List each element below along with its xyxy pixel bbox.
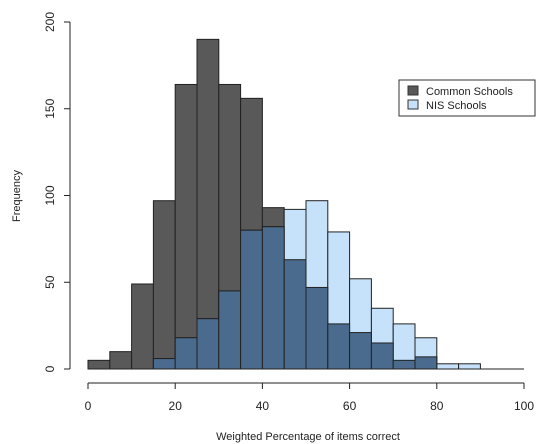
x-axis-title: Weighted Percentage of items correct bbox=[216, 431, 400, 443]
x-tick-label-20: 20 bbox=[169, 399, 183, 413]
bar-common-5 bbox=[109, 351, 133, 370]
overlap-bars bbox=[88, 226, 524, 370]
x-tick-label-80: 80 bbox=[430, 399, 444, 413]
bar-overlap-70 bbox=[392, 359, 416, 370]
legend-swatch-common-schools bbox=[407, 85, 419, 96]
legend-label-common-schools: Common Schools bbox=[426, 86, 513, 98]
bar-overlap-15 bbox=[152, 358, 176, 370]
legend: Common Schools NIS Schools bbox=[398, 79, 536, 117]
bar-overlap-65 bbox=[370, 342, 394, 370]
bar-overlap-55 bbox=[327, 323, 351, 370]
legend-label-nis-schools: NIS Schools bbox=[426, 100, 487, 112]
y-tick-label-50: 50 bbox=[43, 275, 57, 289]
bar-overlap-45 bbox=[283, 259, 307, 370]
x-tick-label-0: 0 bbox=[85, 399, 92, 413]
legend-swatch-nis-schools bbox=[407, 99, 419, 110]
y-tick-label-200: 200 bbox=[43, 12, 57, 32]
bar-nis-80 bbox=[436, 363, 460, 370]
bar-overlap-35 bbox=[240, 229, 263, 370]
bar-overlap-50 bbox=[305, 286, 329, 370]
y-tick-label-150: 150 bbox=[43, 98, 57, 118]
bar-overlap-30 bbox=[218, 290, 242, 370]
y-tick-label-100: 100 bbox=[43, 185, 57, 205]
bar-overlap-60 bbox=[349, 332, 372, 370]
bar-overlap-25 bbox=[196, 318, 220, 370]
bar-common-0 bbox=[87, 359, 111, 370]
bar-overlap-40 bbox=[261, 226, 285, 370]
x-tick-label-40: 40 bbox=[256, 399, 270, 413]
bar-common-20 bbox=[174, 83, 198, 370]
bar-overlap-75 bbox=[414, 356, 438, 370]
bar-nis-85 bbox=[458, 363, 481, 370]
y-axis-title: Frequency bbox=[11, 170, 23, 222]
bar-common-15 bbox=[152, 200, 176, 370]
x-tick-label-100: 100 bbox=[514, 399, 534, 413]
legend-box bbox=[398, 79, 536, 117]
x-axis: 0 20 40 60 80 100 bbox=[85, 382, 534, 413]
bar-overlap-20 bbox=[174, 337, 198, 370]
y-tick-label-0: 0 bbox=[43, 365, 57, 372]
x-tick-label-60: 60 bbox=[343, 399, 357, 413]
y-axis: 0 50 100 150 200 bbox=[43, 12, 71, 372]
bar-common-10 bbox=[131, 283, 154, 370]
